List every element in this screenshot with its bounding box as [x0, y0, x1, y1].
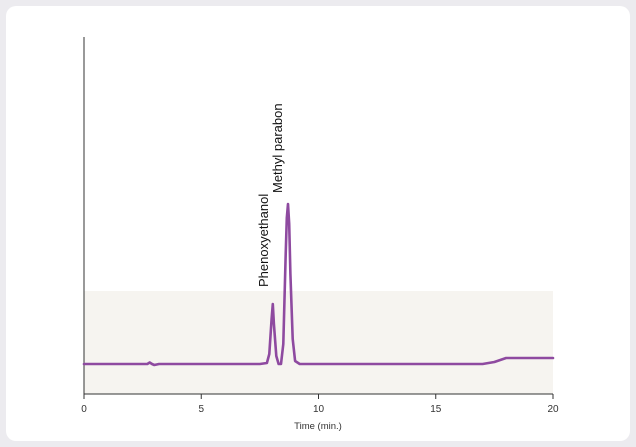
x-tick-label-0: 0 [81, 404, 87, 415]
baseline-band [84, 291, 553, 394]
x-tick-labels: 0 5 10 15 20 [81, 404, 559, 415]
x-ticks [83, 394, 554, 399]
x-tick-label-10: 10 [313, 404, 325, 415]
x-tick-label-5: 5 [198, 404, 204, 415]
peak-label-1: Methyl parabon [270, 103, 285, 193]
chromatogram-trace [82, 202, 555, 367]
peak-label-0: Phenoxyethanol [256, 194, 271, 287]
x-tick-label-15: 15 [430, 404, 442, 415]
x-tick-label-20: 20 [547, 404, 559, 415]
x-axis-title: Time (min.) [294, 421, 342, 432]
